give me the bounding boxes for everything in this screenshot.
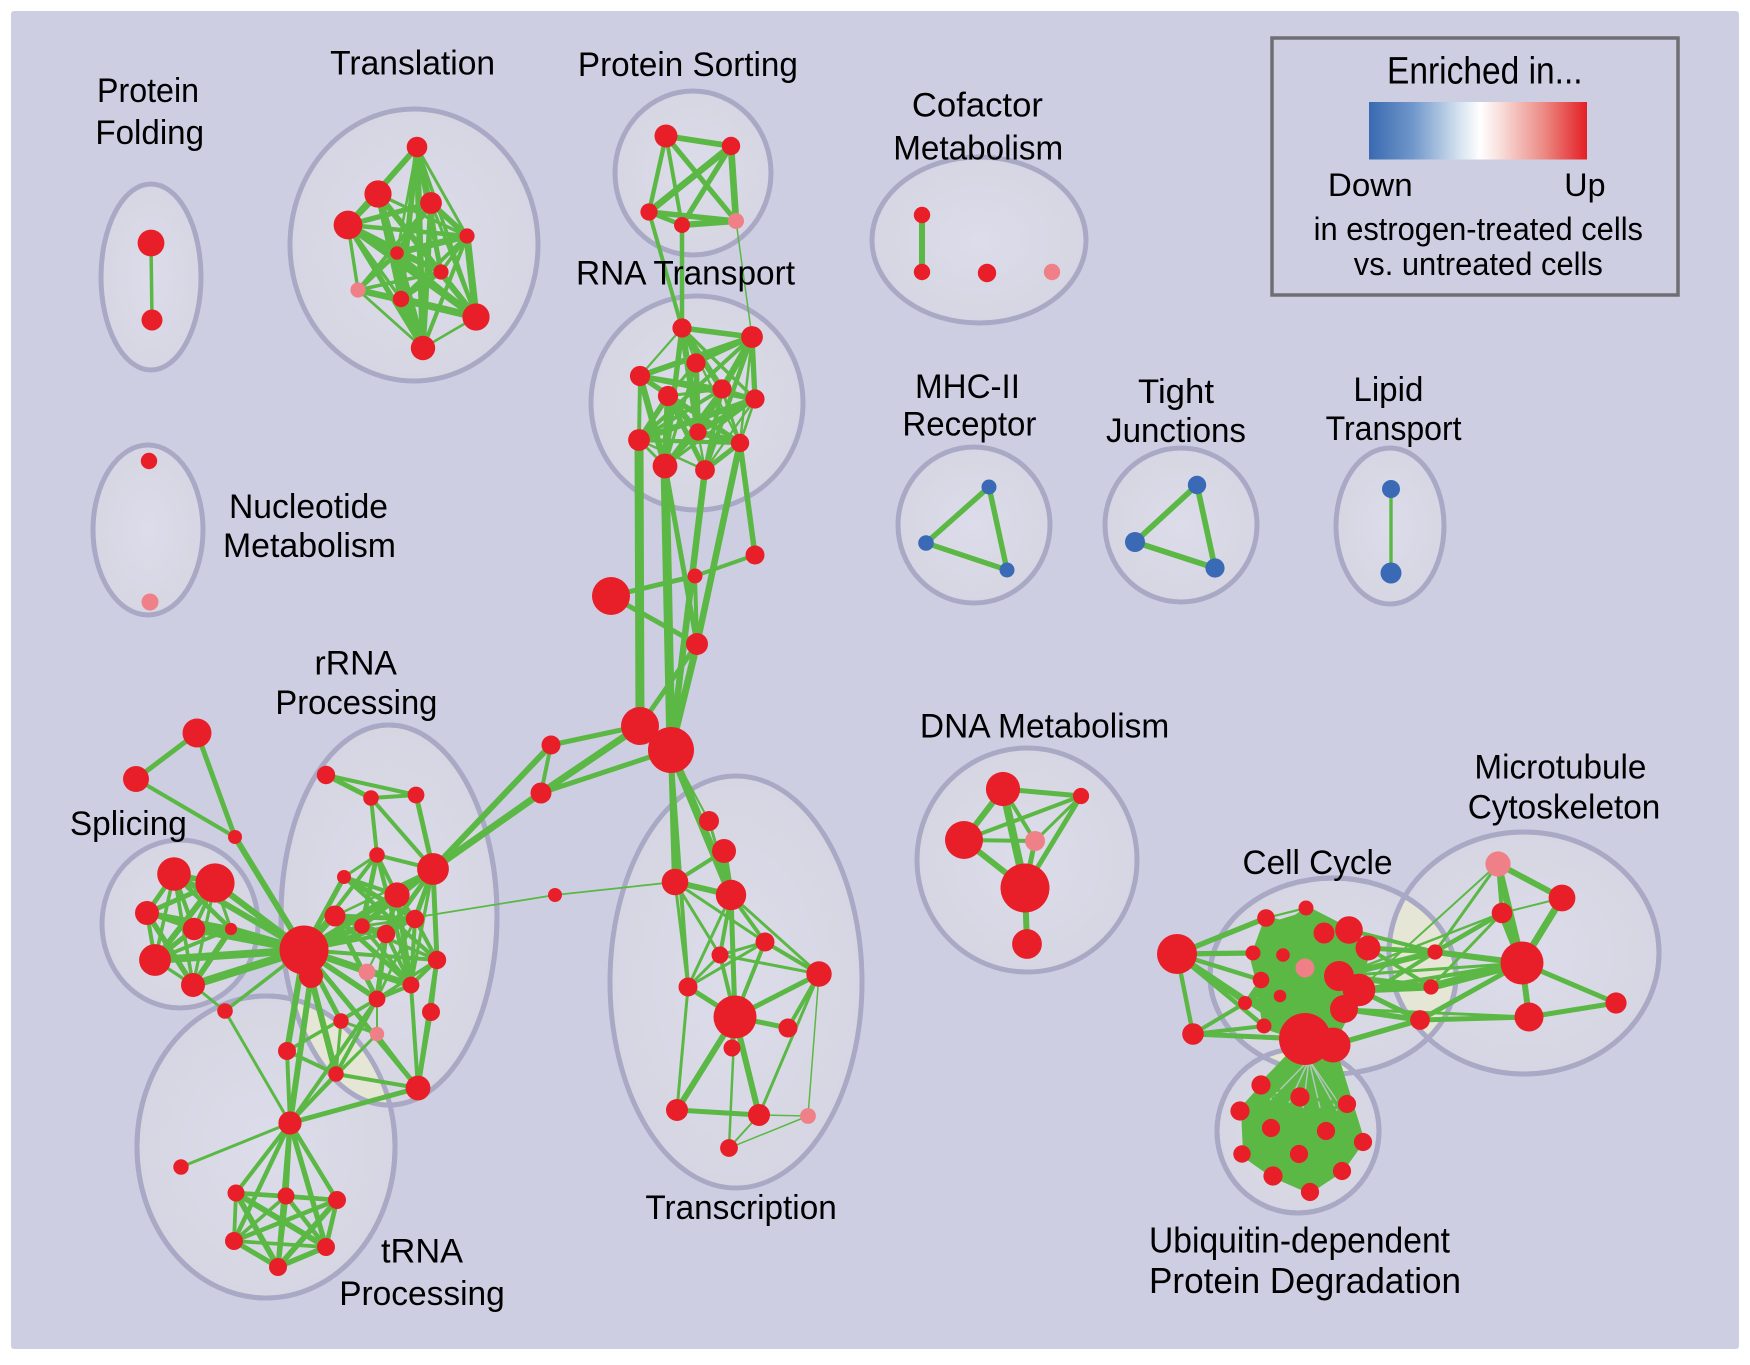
svg-text:DNA Metabolism: DNA Metabolism (920, 707, 1169, 745)
svg-text:Enriched in...: Enriched in... (1387, 51, 1583, 93)
svg-text:Metabolism: Metabolism (223, 527, 396, 565)
svg-text:Ubiquitin-dependent: Ubiquitin-dependent (1149, 1220, 1450, 1261)
svg-text:Transport: Transport (1326, 410, 1463, 448)
svg-text:Microtubule: Microtubule (1474, 749, 1646, 787)
svg-text:Cofactor: Cofactor (912, 86, 1043, 124)
svg-text:Down: Down (1328, 167, 1413, 203)
svg-text:Transcription: Transcription (645, 1189, 836, 1227)
svg-text:tRNA: tRNA (381, 1233, 463, 1271)
svg-text:Metabolism: Metabolism (893, 130, 1063, 168)
svg-text:Cytoskeleton: Cytoskeleton (1468, 789, 1661, 827)
svg-text:Cell Cycle: Cell Cycle (1243, 844, 1393, 882)
svg-text:Nucleotide: Nucleotide (229, 488, 388, 526)
svg-text:Splicing: Splicing (70, 805, 187, 843)
svg-text:rRNA: rRNA (315, 645, 398, 683)
svg-text:Tight: Tight (1138, 373, 1215, 411)
svg-text:Lipid: Lipid (1353, 371, 1423, 409)
svg-text:in estrogen-treated cells: in estrogen-treated cells (1314, 211, 1643, 247)
svg-text:RNA Transport: RNA Transport (576, 255, 796, 293)
svg-text:Protein Degradation: Protein Degradation (1149, 1260, 1461, 1301)
svg-text:Translation: Translation (330, 45, 495, 83)
svg-text:vs. untreated cells: vs. untreated cells (1354, 246, 1603, 282)
svg-text:Processing: Processing (339, 1275, 505, 1313)
svg-text:Processing: Processing (275, 684, 437, 722)
svg-text:Up: Up (1564, 167, 1605, 203)
svg-text:MHC-II: MHC-II (915, 368, 1020, 406)
svg-text:Receptor: Receptor (902, 406, 1036, 444)
svg-text:Junctions: Junctions (1106, 412, 1246, 450)
svg-text:Folding: Folding (95, 114, 204, 152)
svg-text:Protein: Protein (97, 72, 199, 110)
svg-text:Protein Sorting: Protein Sorting (578, 46, 798, 84)
